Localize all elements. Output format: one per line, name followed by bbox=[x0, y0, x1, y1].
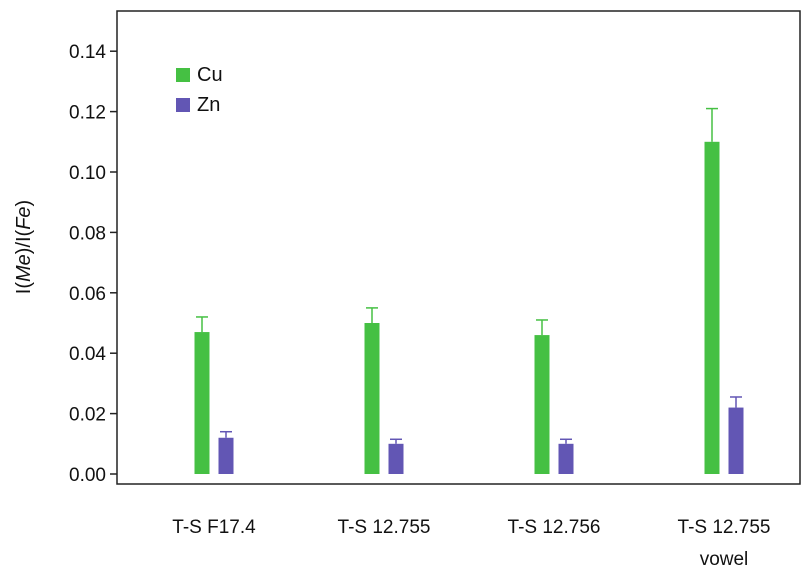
plot-frame bbox=[116, 10, 801, 485]
bar-cu bbox=[364, 323, 380, 474]
y-axis-title-denominator: Fe bbox=[13, 206, 35, 229]
y-axis-title-numerator: Me bbox=[13, 254, 35, 282]
y-tick-label: 0.14 bbox=[69, 42, 106, 63]
y-tick-label: 0.12 bbox=[69, 103, 106, 124]
x-category-label-line2: vowel bbox=[700, 549, 749, 567]
y-tick-label: 0.06 bbox=[69, 284, 106, 305]
bar-cu bbox=[534, 335, 550, 474]
x-category-label: T-S F17.4 bbox=[172, 517, 256, 538]
x-category-label: T-S 12.756 bbox=[508, 517, 601, 538]
y-tick-label: 0.10 bbox=[69, 163, 106, 184]
legend-label-zn: Zn bbox=[197, 94, 220, 116]
bars bbox=[194, 107, 744, 475]
y-tick-label: 0.08 bbox=[69, 223, 106, 244]
bar-cu bbox=[704, 141, 720, 475]
y-axis-title-middle: )/I( bbox=[13, 229, 35, 254]
x-axis-category-labels: T-S F17.4 T-S 12.755 T-S 12.756 T-S 12.755 v… bbox=[172, 517, 770, 567]
y-axis-ticks: 0.00 0.02 0.04 0.06 0.08 0.10 0.12 0.14 bbox=[69, 42, 117, 486]
y-axis-title-prefix: I( bbox=[13, 282, 35, 295]
legend: Cu Zn bbox=[176, 64, 223, 116]
legend-swatch-cu bbox=[176, 68, 190, 82]
legend-label-cu: Cu bbox=[197, 64, 223, 86]
bar-zn bbox=[728, 407, 744, 474]
x-category-label: T-S 12.755 bbox=[678, 517, 771, 538]
bar-zn bbox=[558, 443, 574, 474]
y-axis-title-suffix: ) bbox=[13, 200, 35, 207]
y-tick-label: 0.02 bbox=[69, 405, 106, 426]
y-tick-label: 0.00 bbox=[69, 465, 106, 486]
bar-zn bbox=[218, 437, 234, 474]
legend-swatch-zn bbox=[176, 98, 190, 112]
y-axis-title: I(Me)/I(Fe) bbox=[13, 200, 35, 294]
bar-cu bbox=[194, 332, 210, 474]
x-category-label: T-S 12.755 bbox=[338, 517, 431, 538]
bar-zn bbox=[388, 443, 404, 474]
y-tick-label: 0.04 bbox=[69, 344, 106, 365]
